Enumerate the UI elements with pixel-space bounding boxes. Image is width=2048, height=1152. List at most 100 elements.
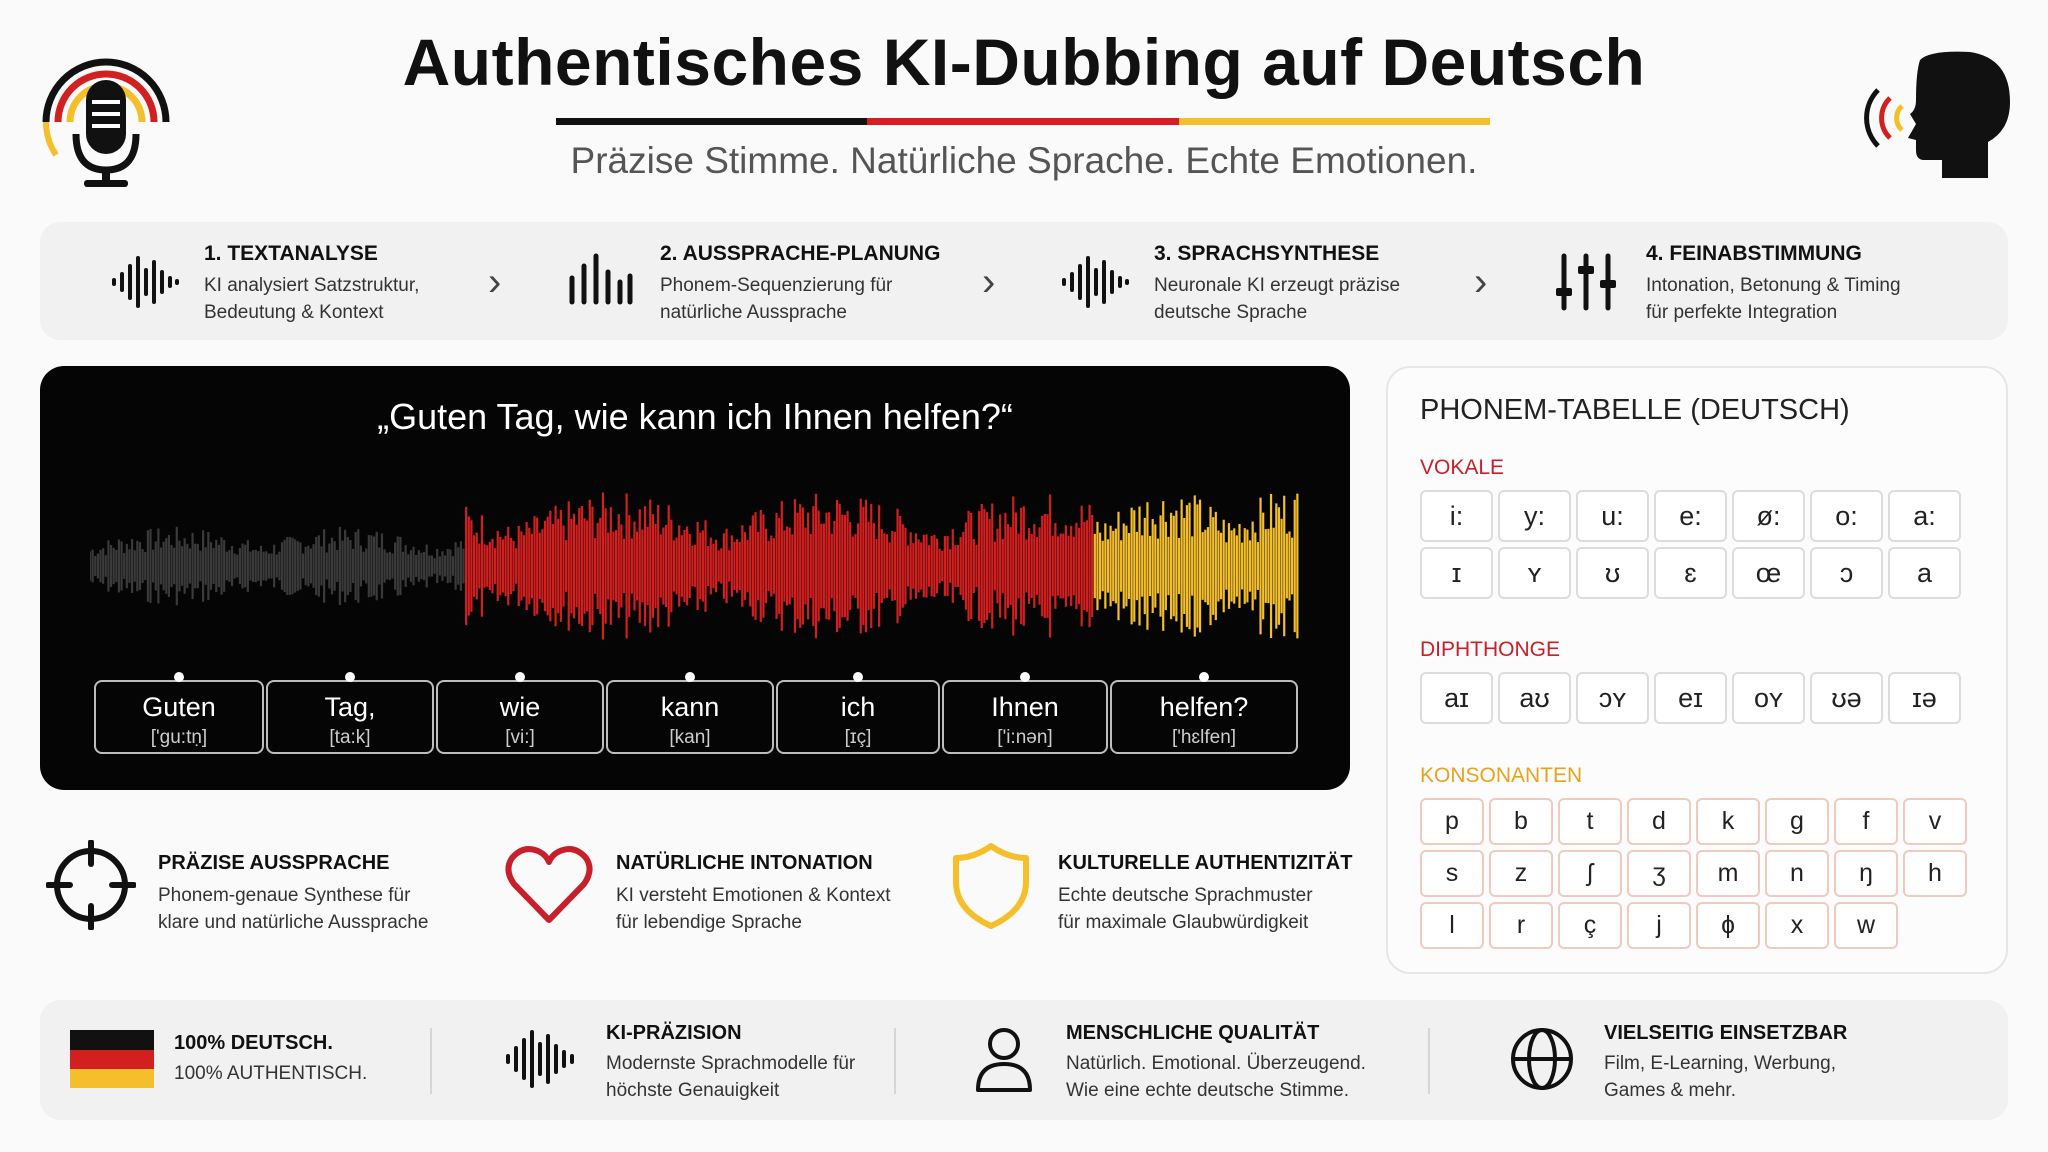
- word-text: ich: [840, 692, 876, 722]
- vokale-label: VOKALE: [1420, 456, 1505, 479]
- phoneme-cell[interactable]: o:: [1810, 490, 1883, 542]
- phoneme-cell[interactable]: b: [1489, 798, 1553, 845]
- word-marker-dot: [1199, 672, 1209, 682]
- phoneme-cell[interactable]: ɪ: [1420, 547, 1493, 599]
- feature-text: KI versteht Emotionen & Kontext für lebe…: [616, 885, 891, 933]
- word-box-wie[interactable]: wie [vi:]: [436, 672, 604, 754]
- benefit-title: KI-PRÄZISION: [606, 1022, 742, 1044]
- benefit-title: VIELSEITIG EINSETZBAR: [1604, 1022, 1848, 1044]
- crosshair-icon: [46, 840, 136, 930]
- phoneme-cell[interactable]: v: [1903, 798, 1967, 845]
- phoneme-cell[interactable]: ɛ: [1654, 547, 1727, 599]
- phoneme-cell[interactable]: ʒ: [1627, 850, 1691, 897]
- phoneme-cell[interactable]: d: [1627, 798, 1691, 845]
- process-steps-bar: 1. TEXTANALYSE KI analysiert Satzstruktu…: [40, 222, 2008, 340]
- process-step-4: 4. FEINABSTIMMUNG Intonation, Betonung &…: [1552, 222, 1972, 340]
- phoneme-cell[interactable]: aʊ: [1498, 672, 1571, 724]
- waveform-icon: [112, 256, 179, 308]
- phoneme-cell[interactable]: p: [1420, 798, 1484, 845]
- phoneme-cell[interactable]: ʏ: [1498, 547, 1571, 599]
- phoneme-cell[interactable]: f: [1834, 798, 1898, 845]
- vokale-grid: i: y: u: e: ø: o: a: ɪ ʏ ʊ ɛ œ ɔ a: [1420, 490, 1961, 599]
- shield-icon: [953, 843, 1029, 929]
- word-marker-dot: [1020, 672, 1030, 682]
- word-text: Guten: [142, 692, 216, 722]
- phoneme-cell[interactable]: ɔ: [1810, 547, 1883, 599]
- phoneme-cell[interactable]: ʊə: [1810, 672, 1883, 724]
- phoneme-cell[interactable]: n: [1765, 850, 1829, 897]
- phoneme-cell[interactable]: ɪə: [1888, 672, 1961, 724]
- phoneme-cell[interactable]: eɪ: [1654, 672, 1727, 724]
- step-text: Phonem-Sequenzierung für natürliche Auss…: [660, 275, 893, 323]
- chevron-right-icon: ›: [982, 260, 996, 304]
- waveform-icon: [506, 1030, 574, 1088]
- phoneme-cell[interactable]: oʏ: [1732, 672, 1805, 724]
- feature-precise-pronunciation: PRÄZISE AUSSPRACHE Phonem-genaue Synthes…: [46, 840, 486, 950]
- phoneme-cell[interactable]: h: [1903, 850, 1967, 897]
- word-ipa: [vi:]: [505, 727, 535, 748]
- phoneme-cell[interactable]: ʊ: [1576, 547, 1649, 599]
- benefit-text: 100% AUTHENTISCH.: [174, 1063, 368, 1084]
- audio-waveform: [90, 492, 1299, 640]
- word-text: wie: [499, 692, 541, 722]
- step-text: Intonation, Betonung & Timing für perfek…: [1646, 275, 1901, 323]
- step-text: KI analysiert Satzstruktur, Bedeutung & …: [204, 275, 420, 323]
- feature-cultural-authenticity: KULTURELLE AUTHENTIZITÄT Echte deutsche …: [946, 840, 1386, 950]
- phoneme-cell[interactable]: l: [1420, 902, 1484, 949]
- phoneme-cell[interactable]: z: [1489, 850, 1553, 897]
- word-box-kann[interactable]: kann [kan]: [606, 672, 774, 754]
- word-box-ihnen[interactable]: Ihnen ['i:nən]: [942, 672, 1108, 754]
- phoneme-cell[interactable]: a:: [1888, 490, 1961, 542]
- benefit-title: MENSCHLICHE QUALITÄT: [1066, 1022, 1320, 1044]
- waveform-icon: [1062, 256, 1129, 308]
- phoneme-cell[interactable]: ç: [1558, 902, 1622, 949]
- benefit-german: 100% DEUTSCH. 100% AUTHENTISCH.: [70, 1000, 430, 1120]
- word-box-ich[interactable]: ich [ɪç]: [776, 672, 940, 754]
- divider: [1428, 1028, 1430, 1094]
- phoneme-cell[interactable]: ʃ: [1558, 850, 1622, 897]
- step-title: 1. TEXTANALYSE: [204, 242, 378, 265]
- phoneme-cell[interactable]: m: [1696, 850, 1760, 897]
- word-text: helfen?: [1159, 692, 1249, 722]
- phoneme-cell[interactable]: a: [1888, 547, 1961, 599]
- word-ipa: [ta:k]: [329, 727, 371, 748]
- phoneme-cell[interactable]: ŋ: [1834, 850, 1898, 897]
- benefit-ai-precision: KI-PRÄZISION Modernste Sprachmodelle für…: [502, 1000, 922, 1120]
- word-box-helfen[interactable]: helfen? ['hɛlfen]: [1110, 672, 1298, 754]
- phoneme-cell[interactable]: s: [1420, 850, 1484, 897]
- phoneme-cell[interactable]: t: [1558, 798, 1622, 845]
- page-subtitle: Präzise Stimme. Natürliche Sprache. Echt…: [570, 140, 1478, 181]
- feature-title: KULTURELLE AUTHENTIZITÄT: [1058, 852, 1353, 874]
- phoneme-cell[interactable]: e:: [1654, 490, 1727, 542]
- phoneme-cell[interactable]: aɪ: [1420, 672, 1493, 724]
- process-step-3: 3. SPRACHSYNTHESE Neuronale KI erzeugt p…: [1060, 222, 1460, 340]
- phoneme-cell[interactable]: ɸ: [1696, 902, 1760, 949]
- step-title: 4. FEINABSTIMMUNG: [1646, 242, 1862, 265]
- word-box-tag[interactable]: Tag, [ta:k]: [266, 672, 434, 754]
- phoneme-cell[interactable]: y:: [1498, 490, 1571, 542]
- phoneme-cell[interactable]: ø:: [1732, 490, 1805, 542]
- phoneme-cell[interactable]: r: [1489, 902, 1553, 949]
- word-box-guten[interactable]: Guten ['gu:tṇ]: [94, 672, 264, 754]
- feature-text: Phonem-genaue Synthese für klare und nat…: [158, 885, 429, 933]
- phoneme-cell[interactable]: x: [1765, 902, 1829, 949]
- microphone-logo-icon: [36, 30, 176, 190]
- phoneme-cell[interactable]: k: [1696, 798, 1760, 845]
- phoneme-cell[interactable]: u:: [1576, 490, 1649, 542]
- person-icon: [976, 1028, 1032, 1092]
- phoneme-cell[interactable]: g: [1765, 798, 1829, 845]
- chevron-right-icon: ›: [1474, 260, 1488, 304]
- phoneme-cell[interactable]: ɔʏ: [1576, 672, 1649, 724]
- title-underline: [556, 118, 1490, 125]
- waveform-panel: „Guten Tag, wie kann ich Ihnen helfen?“ …: [40, 366, 1350, 790]
- phoneme-cell[interactable]: j: [1627, 902, 1691, 949]
- diphthonge-label: DIPHTHONGE: [1420, 638, 1561, 661]
- phoneme-cell[interactable]: w: [1834, 902, 1898, 949]
- phoneme-cell[interactable]: œ: [1732, 547, 1805, 599]
- phoneme-cell[interactable]: i:: [1420, 490, 1493, 542]
- word-text: Tag,: [324, 692, 376, 722]
- step-title: 3. SPRACHSYNTHESE: [1154, 242, 1380, 265]
- benefit-title: 100% DEUTSCH.: [174, 1032, 333, 1054]
- feature-title: PRÄZISE AUSSPRACHE: [158, 852, 390, 874]
- globe-icon: [1511, 1028, 1573, 1090]
